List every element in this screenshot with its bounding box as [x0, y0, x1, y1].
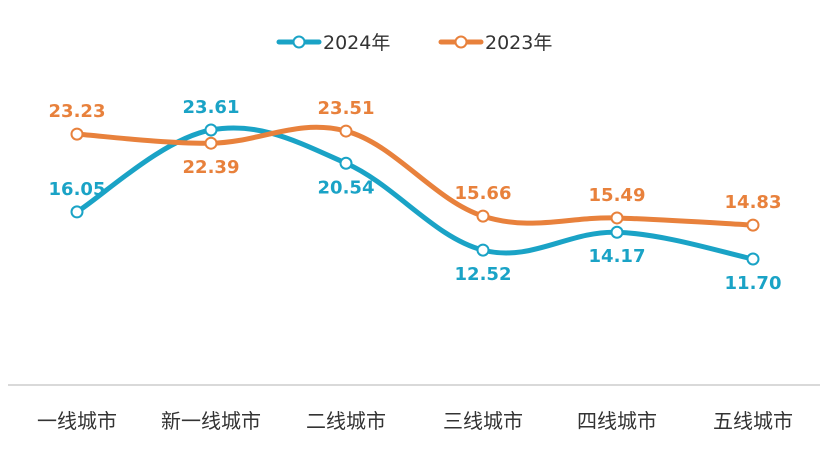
data-point: [610, 211, 624, 225]
x-tick-label: 二线城市: [306, 409, 386, 433]
series-line-2024: [74, 125, 756, 262]
legend-label: 2024年: [323, 32, 390, 54]
legend: 2024年 2023年: [276, 32, 552, 54]
series-line-2023: [74, 124, 756, 228]
legend-item: 2024年: [276, 32, 390, 54]
data-point: [204, 136, 218, 150]
data-point: [746, 252, 760, 266]
data-label: 14.17: [589, 246, 646, 267]
data-label: 15.66: [455, 183, 512, 204]
data-point: [339, 156, 353, 170]
data-point: [610, 225, 624, 239]
data-label: 23.51: [318, 98, 375, 119]
data-label: 23.23: [49, 101, 106, 122]
x-tick-labels: 一线城市 新一线城市 二线城市 三线城市 四线城市 五线城市: [37, 409, 793, 433]
data-label: 11.70: [725, 273, 782, 294]
data-point: [746, 218, 760, 232]
data-label: 20.54: [318, 177, 375, 198]
x-tick-label: 四线城市: [577, 409, 657, 433]
data-point: [204, 123, 218, 137]
series-points: [70, 123, 760, 266]
series-lines: [74, 124, 756, 262]
data-label: 16.05: [49, 179, 106, 200]
data-label: 15.49: [589, 185, 646, 206]
data-label: 14.83: [725, 192, 782, 213]
data-labels: 16.05 23.61 20.54 12.52 14.17 11.70 23.23 22.39…: [49, 97, 782, 294]
data-point: [70, 127, 84, 141]
legend-swatch-marker: [454, 35, 468, 49]
data-label: 12.52: [455, 264, 512, 285]
legend-item: 2023年: [438, 32, 552, 54]
data-point: [476, 243, 490, 257]
data-point: [339, 124, 353, 138]
x-tick-label: 一线城市: [37, 409, 117, 433]
data-point: [476, 209, 490, 223]
data-label: 23.61: [183, 97, 240, 118]
data-point: [70, 205, 84, 219]
x-tick-label: 三线城市: [443, 409, 523, 433]
legend-swatch-marker: [292, 35, 306, 49]
x-tick-label: 五线城市: [713, 409, 793, 433]
legend-label: 2023年: [485, 32, 552, 54]
data-label: 22.39: [183, 157, 240, 178]
x-tick-label: 新一线城市: [161, 409, 261, 433]
